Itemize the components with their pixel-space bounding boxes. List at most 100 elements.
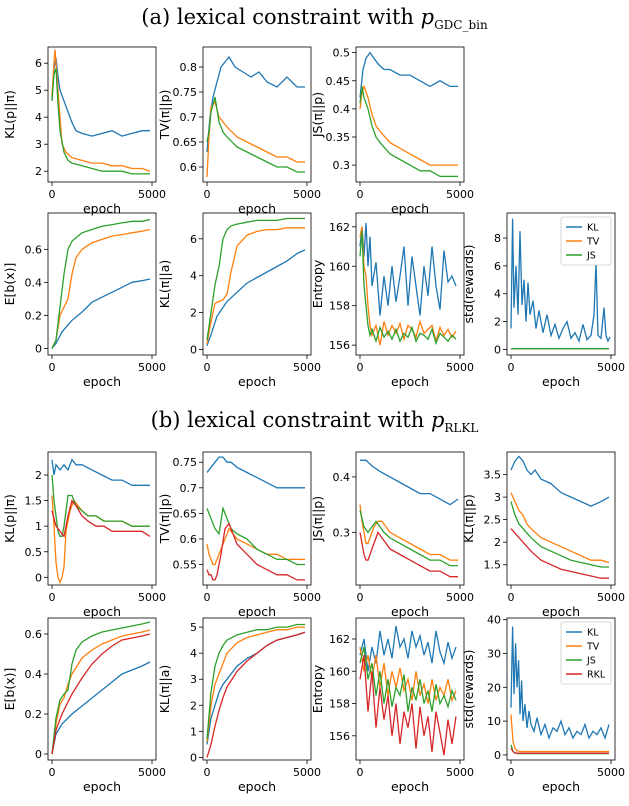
series-line-RKL [51,499,151,538]
y-tick-label: 0.6 [180,533,198,546]
x-tick-label: 5000 [597,361,625,374]
y-tick-label: 5 [35,84,42,97]
y-tick-label: 0.45 [326,75,351,88]
x-tick-label: 5000 [446,591,474,604]
section-title-a-symbol: p [420,5,435,29]
y-tick-label: 4 [35,111,42,124]
y-tick-label: 0.3 [333,159,351,172]
series-line-TV [206,100,305,178]
series-line-RKL [206,631,306,758]
x-tick-label: 0 [357,188,364,201]
axes-frame [355,46,465,183]
series-line-RKL [510,528,609,579]
x-tick-label: 0 [508,361,515,374]
axes-frame [506,617,616,761]
series-line-RKL [510,747,609,754]
series-line-TV [51,629,151,755]
series-line-JS [359,86,458,178]
series-line-KL [51,278,151,349]
x-tick-label: 0 [204,591,211,604]
y-tick-label: 0.75 [173,456,198,469]
y-tick-label: 8 [494,232,501,245]
series-line-KL [206,249,306,347]
y-tick-label: 0 [35,342,42,355]
x-tick-label: 5000 [138,188,166,201]
series-line-TV [510,492,610,564]
y-tick-label: 6 [494,260,501,273]
x-tick-label: 0 [204,766,211,779]
series-line-TV [359,226,457,346]
x-tick-label: 0 [357,361,364,374]
y-tick-label: 0.6 [25,628,43,641]
x-tick-label: 5000 [138,766,166,779]
series-line-JS [359,510,458,567]
x-tick-label: 0 [49,361,56,374]
y-tick-label: 0.7 [180,482,198,495]
series-line-KL [359,625,457,672]
y-tick-label: 4 [494,288,501,301]
x-axis-label: epoch [238,374,276,389]
legend-label-TV: TV [586,237,600,248]
y-tick-label: 2 [190,699,197,712]
legend: KL TV JS RKL [560,621,612,685]
x-axis-label: epoch [238,779,276,794]
section-title-b: (b) lexical constraint with pRLKL [0,408,629,435]
y-tick-label: 0.4 [25,276,43,289]
y-tick-label: 6 [35,57,42,70]
section-title-b-symbol: p [430,408,445,432]
x-tick-label: 5000 [597,591,625,604]
y-axis-label: KL(π||a) [157,260,172,309]
x-axis-label: epoch [391,779,429,794]
y-tick-label: 3 [494,491,501,504]
axes-frame [202,451,312,586]
y-tick-label: 2 [35,469,42,482]
y-tick-label: 0.3 [333,526,351,539]
series-line-KL [359,51,458,98]
y-tick-label: 0 [35,748,42,761]
series-line-RKL [51,633,151,755]
y-tick-label: 156 [329,339,350,352]
x-tick-label: 5000 [138,591,166,604]
y-tick-label: 0.7 [180,111,198,124]
series-line-RKL [359,531,458,578]
axes-frame [202,46,312,183]
x-tick-label: 0 [508,591,515,604]
x-axis-label: epoch [391,201,429,216]
legend-label-JS: JS [586,656,596,667]
y-tick-label: 0.75 [173,86,198,99]
axes-frame [355,212,465,356]
legend-box [560,216,612,266]
series-line-JS [510,501,609,568]
series-line-JS [359,646,457,712]
x-tick-label: 5000 [138,361,166,374]
y-tick-label: 160 [329,260,350,273]
y-tick-label: 40 [487,614,501,627]
y-axis-label: Entropy [310,259,325,308]
section-title-a: (a) lexical constraint with pGDC_bin [0,5,629,32]
x-axis-label: epoch [391,604,429,619]
y-tick-label: 4 [190,270,197,283]
panel-a6: 156 158 160 162 0 5000 epoch Entropy [310,212,474,389]
x-tick-label: 5000 [293,591,321,604]
series-line-JS [51,68,150,175]
panel-a7: 0 2 4 6 8 0 5000 epoch std(rewards) KL TV JS [461,212,625,389]
y-tick-label: 0.65 [173,507,198,520]
x-tick-label: 5000 [597,766,625,779]
y-tick-label: 30 [487,648,501,661]
axes-frame [202,212,312,356]
x-axis-label: epoch [83,201,121,216]
axes-frame [47,212,157,356]
x-axis-label: epoch [391,374,429,389]
y-tick-label: 0.5 [333,47,351,60]
axes-frame [47,617,157,761]
y-tick-label: 0.4 [333,471,351,484]
y-tick-label: 0.6 [25,243,43,256]
panel-b1: 0 0.5 1 1.5 2 0 5000 epoch KL(p||π) [2,451,166,619]
y-tick-label: 162 [329,633,350,646]
panel-b5: 0 0.2 0.4 0.6 0 5000 epoch E[b(x)] [2,617,166,794]
x-tick-label: 5000 [293,361,321,374]
x-axis-label: epoch [238,201,276,216]
y-tick-label: 0.8 [180,61,198,74]
y-tick-label: 2.5 [484,514,502,527]
y-axis-label: E[b(x)] [2,668,17,711]
